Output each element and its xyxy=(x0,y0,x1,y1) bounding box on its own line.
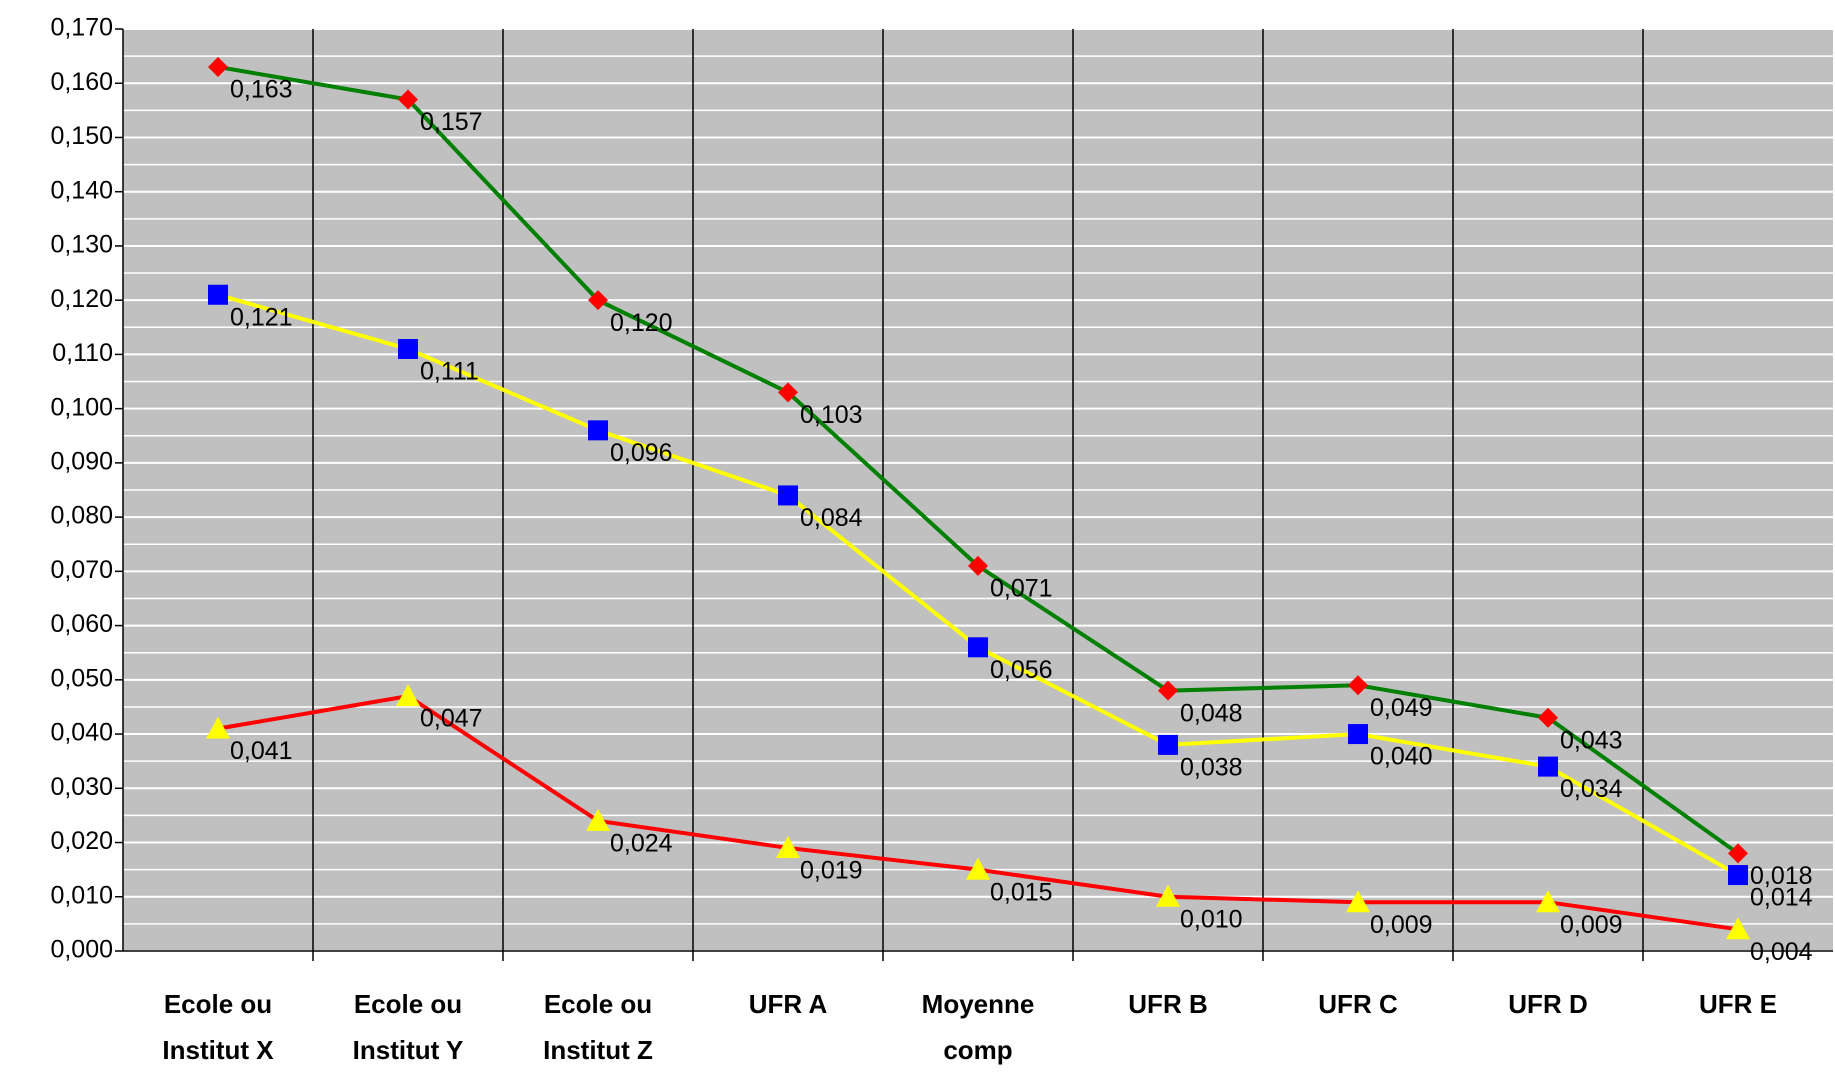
y-tick-label: 0,000 xyxy=(50,936,113,964)
y-tick-label: 0,130 xyxy=(50,231,113,259)
marker xyxy=(586,808,610,831)
data-label: 0,163 xyxy=(230,76,293,104)
data-label: 0,018 xyxy=(1750,862,1813,890)
data-label: 0,120 xyxy=(610,309,673,337)
marker xyxy=(1158,680,1178,701)
x-tick-label: Ecole ou Institut X xyxy=(162,989,274,1065)
y-tick-label: 0,050 xyxy=(50,664,113,692)
data-label: 0,010 xyxy=(1180,905,1243,933)
data-label: 0,040 xyxy=(1370,743,1433,771)
y-tick-label: 0,040 xyxy=(50,719,113,747)
marker xyxy=(776,835,800,858)
data-label: 0,096 xyxy=(610,439,673,467)
y-tick-label: 0,100 xyxy=(50,393,113,421)
x-tick-label: Moyenne comp xyxy=(921,989,1035,1065)
y-tick-label: 0,160 xyxy=(50,68,113,96)
marker xyxy=(1348,724,1368,745)
marker xyxy=(396,684,420,707)
y-tick-label: 0,070 xyxy=(50,556,113,584)
data-label: 0,015 xyxy=(990,878,1053,906)
marker xyxy=(968,555,988,576)
y-tick-label: 0,170 xyxy=(50,14,113,42)
marker xyxy=(966,857,990,880)
marker xyxy=(1538,756,1558,777)
marker xyxy=(1348,675,1368,696)
marker xyxy=(208,56,228,77)
marker xyxy=(398,338,418,359)
marker xyxy=(778,382,798,403)
data-label: 0,019 xyxy=(800,857,863,885)
data-label: 0,157 xyxy=(420,108,483,136)
x-tick-label: UFR A xyxy=(748,989,828,1019)
marker xyxy=(1728,843,1748,864)
marker xyxy=(1158,734,1178,755)
marker xyxy=(1536,890,1560,913)
data-label: 0,047 xyxy=(420,705,483,733)
y-tick-label: 0,120 xyxy=(50,285,113,313)
data-label: 0,004 xyxy=(1750,938,1813,966)
data-label: 0,056 xyxy=(990,656,1053,684)
marker xyxy=(1728,865,1748,886)
y-tick-label: 0,080 xyxy=(50,502,113,530)
data-label: 0,111 xyxy=(420,358,479,386)
x-tick-label: UFR B xyxy=(1128,989,1208,1019)
data-label: 0,084 xyxy=(800,504,863,532)
data-label: 0,014 xyxy=(1750,884,1813,912)
marker xyxy=(208,284,228,305)
y-tick-label: 0,110 xyxy=(52,339,113,367)
data-label: 0,103 xyxy=(800,401,863,429)
marker xyxy=(1538,707,1558,728)
data-label: 0,034 xyxy=(1560,775,1623,803)
y-tick-label: 0,090 xyxy=(50,447,113,475)
data-label: 0,071 xyxy=(990,575,1053,603)
marker xyxy=(1726,917,1750,940)
data-label: 0,049 xyxy=(1370,694,1433,722)
data-label: 0,009 xyxy=(1560,911,1623,939)
data-label: 0,043 xyxy=(1560,726,1623,754)
marker xyxy=(206,716,230,739)
y-tick-label: 0,010 xyxy=(50,881,113,909)
data-label: 0,041 xyxy=(230,737,293,765)
y-tick-label: 0,060 xyxy=(50,610,113,638)
x-tick-label: Ecole ou Institut Y xyxy=(352,989,464,1065)
data-label: 0,038 xyxy=(1180,754,1243,782)
x-tick-label: UFR D xyxy=(1508,989,1588,1019)
marker xyxy=(1346,890,1370,913)
y-tick-label: 0,020 xyxy=(50,827,113,855)
marker xyxy=(398,89,418,110)
data-label: 0,024 xyxy=(610,829,673,857)
x-tick-label: UFR E xyxy=(1699,989,1777,1019)
marker xyxy=(968,637,988,658)
y-tick-label: 0,150 xyxy=(50,122,113,150)
data-label: 0,121 xyxy=(230,303,293,331)
x-tick-label: Ecole ou Institut Z xyxy=(543,989,653,1065)
y-tick-label: 0,030 xyxy=(50,773,113,801)
marker xyxy=(778,485,798,506)
x-tick-label: UFR C xyxy=(1318,989,1398,1019)
marker xyxy=(588,290,608,311)
y-tick-label: 0,140 xyxy=(50,176,113,204)
marker xyxy=(588,420,608,441)
data-label: 0,048 xyxy=(1180,699,1243,727)
marker xyxy=(1156,884,1180,907)
data-label: 0,009 xyxy=(1370,911,1433,939)
